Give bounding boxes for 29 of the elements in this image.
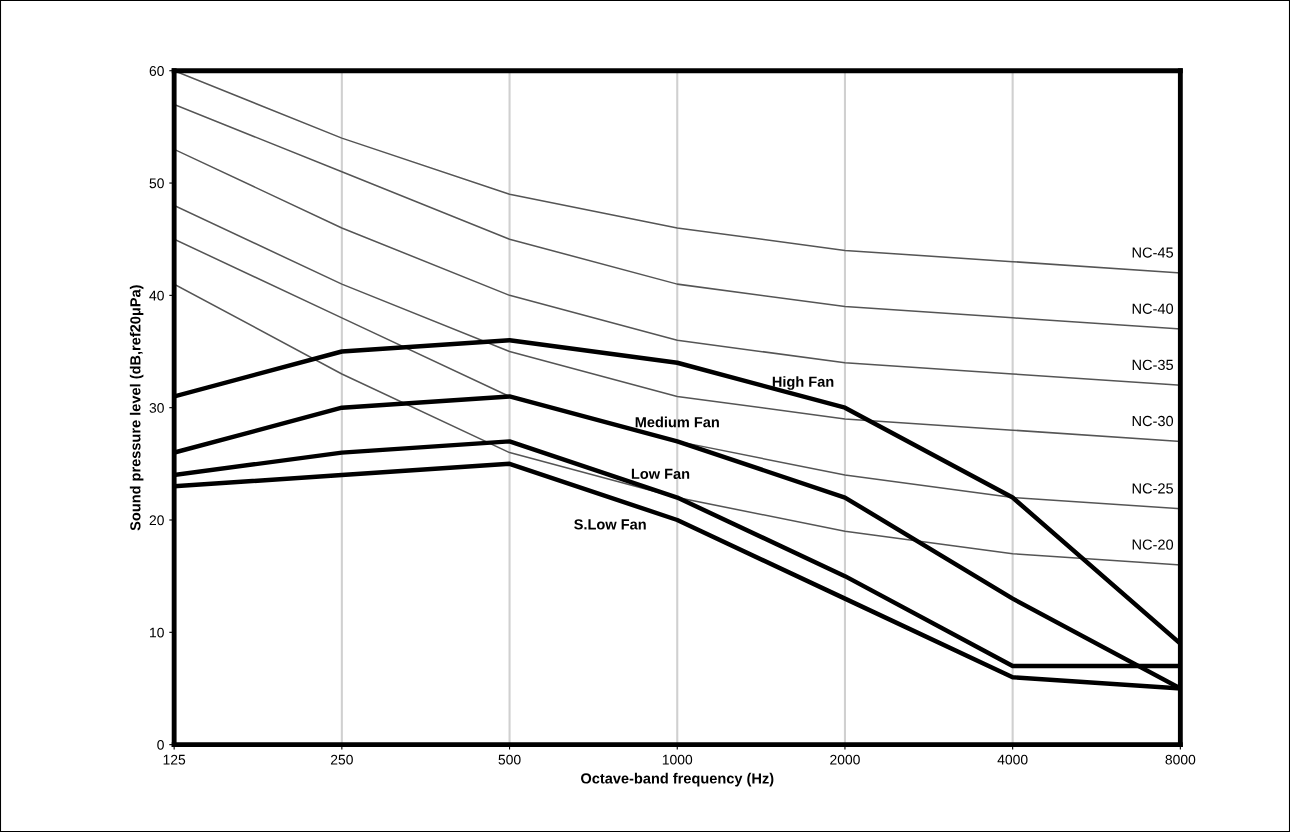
series-label: NC-30 xyxy=(1132,415,1174,427)
line-series xyxy=(174,204,1181,443)
x-tick-label: 1000 xyxy=(662,754,693,765)
y-tick-label: 50 xyxy=(149,178,164,189)
series-label: NC-25 xyxy=(1132,483,1174,494)
y-tick-label: 0 xyxy=(157,739,164,750)
series-label: Medium Fan xyxy=(635,416,719,428)
y-tick-label: 60 xyxy=(149,66,164,76)
y-tick-label: 10 xyxy=(150,627,164,638)
line-series xyxy=(174,103,1181,330)
series-label: NC-40 xyxy=(1132,303,1174,314)
x-tick-label: 250 xyxy=(330,754,353,765)
series-label: NC-45 xyxy=(1132,247,1174,258)
x-tick-label: 2000 xyxy=(830,754,860,765)
series-label: Low Fan xyxy=(631,468,690,479)
y-tick-label: 40 xyxy=(149,290,164,301)
series-label: NC-20 xyxy=(1132,539,1174,550)
x-axis-title: Octave-band frequency (Hz) xyxy=(581,772,774,787)
x-tick-label: 125 xyxy=(163,754,186,765)
line-series xyxy=(174,283,1181,566)
x-tick-label: 8000 xyxy=(1165,754,1196,765)
series-label: S.Low Fan xyxy=(574,519,646,530)
series-label: NC-35 xyxy=(1132,359,1174,371)
y-tick-label: 20 xyxy=(149,515,164,526)
x-tick-label: 4000 xyxy=(997,754,1028,765)
y-axis-title: Sound pressure level (dB,ref20μPa) xyxy=(129,285,144,531)
y-tick-label: 30 xyxy=(149,403,164,413)
x-tick-label: 500 xyxy=(498,754,521,765)
series-label: High Fan xyxy=(772,376,834,390)
